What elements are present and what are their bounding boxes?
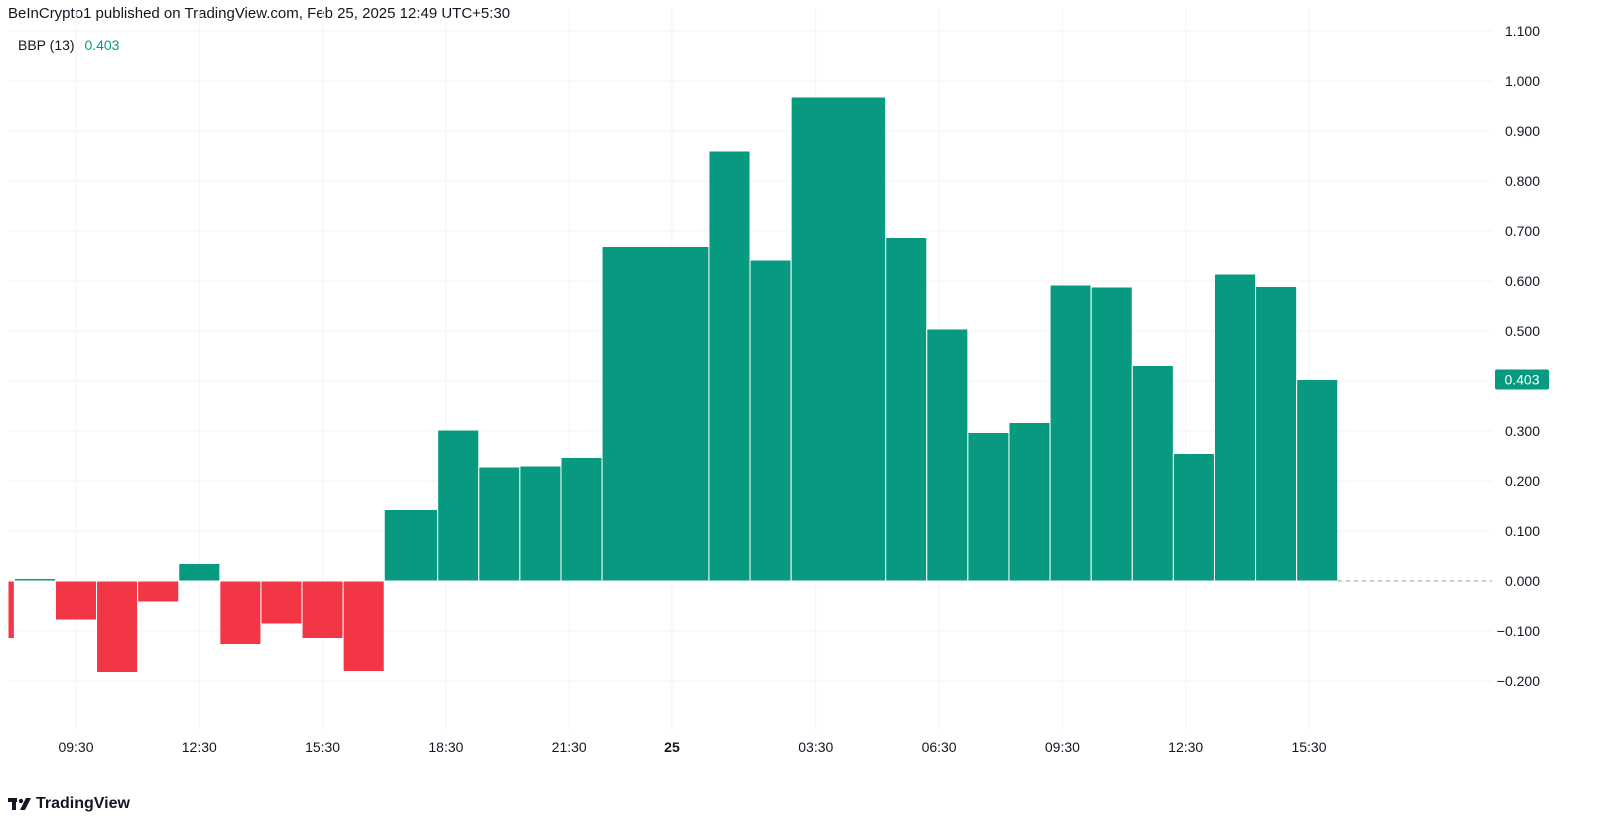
y-tick-label: 0.300: [1505, 423, 1540, 439]
y-tick-label: 0.700: [1505, 223, 1540, 239]
y-tick-label: 0.200: [1505, 473, 1540, 489]
histogram-bar: [13, 578, 56, 582]
tradingview-brand: TradingView: [36, 795, 130, 812]
x-tick-label: 15:30: [305, 739, 340, 755]
last-value-badge: [1495, 369, 1549, 390]
x-tick-label: 15:30: [1291, 739, 1326, 755]
x-tick-label: 06:30: [922, 739, 957, 755]
x-tick-label: 21:30: [552, 739, 587, 755]
y-tick-label: 0.500: [1505, 323, 1540, 339]
histogram-bar: [54, 580, 98, 621]
x-axis[interactable]: 09:30 12:30 15:30 18:30 21:30 25 03:30 06:30 09:…: [58, 739, 1326, 755]
indicator-legend[interactable]: BBP (13) 0.403: [18, 37, 119, 53]
histogram-bar: [96, 580, 139, 673]
histogram-bar: [749, 259, 792, 582]
x-tick-label: 18:30: [428, 739, 463, 755]
histogram-bar: [1255, 286, 1298, 582]
histogram-bar: [708, 150, 751, 582]
y-tick-label: 0.100: [1505, 523, 1540, 539]
histogram-bar: [1090, 286, 1133, 582]
y-tick-label: −0.100: [1497, 623, 1540, 639]
histogram-bar: [519, 465, 562, 582]
y-axis[interactable]: 1.1001.0000.9000.8000.7000.6000.5000.400…: [1495, 23, 1549, 689]
histogram-bar: [885, 237, 928, 582]
x-tick-label: 09:30: [58, 739, 93, 755]
histogram-bar: [137, 580, 180, 603]
x-tick-label: 03:30: [798, 739, 833, 755]
histogram-bar: [1131, 365, 1174, 582]
x-tick-label: 12:30: [1168, 739, 1203, 755]
histogram-bar: [967, 432, 1010, 582]
histogram-bars: [7, 96, 1492, 673]
x-tick-label: 12:30: [182, 739, 217, 755]
y-tick-label: 0.800: [1505, 173, 1540, 189]
publisher-caption: BeInCrypto1 published on TradingView.com…: [8, 5, 511, 22]
histogram-bar: [1213, 273, 1257, 582]
y-tick-label: 1.000: [1505, 73, 1540, 89]
tradingview-logo[interactable]: TradingView: [8, 795, 130, 813]
y-tick-label: 0.900: [1505, 123, 1540, 139]
last-value-label: 0.403: [1504, 372, 1539, 388]
histogram-bar: [560, 457, 603, 582]
histogram-bar: [383, 509, 439, 582]
histogram-bar: [1296, 379, 1339, 582]
y-tick-label: 0.000: [1505, 573, 1540, 589]
tradingview-logo-icon: [8, 798, 31, 810]
histogram-bar: [1049, 284, 1092, 582]
indicator-name: BBP (13): [18, 37, 75, 53]
histogram-bar: [790, 96, 887, 582]
y-tick-label: −0.200: [1497, 673, 1540, 689]
bbp-histogram-chart[interactable]: 1.1001.0000.9000.8000.7000.6000.5000.400…: [0, 0, 1615, 790]
histogram-bar: [1008, 422, 1051, 582]
histogram-bar: [601, 246, 710, 582]
histogram-bar: [926, 328, 969, 582]
histogram-bar: [260, 580, 303, 625]
x-tick-label: 09:30: [1045, 739, 1080, 755]
y-tick-label: 1.100: [1505, 23, 1540, 39]
x-tick-label: 25: [664, 739, 680, 755]
histogram-bar: [342, 580, 385, 672]
histogram-bar: [178, 563, 221, 582]
histogram-bar: [7, 580, 15, 639]
histogram-bar: [478, 466, 521, 582]
histogram-bar: [219, 580, 262, 645]
histogram-bar: [437, 429, 480, 582]
histogram-bar: [301, 580, 344, 639]
indicator-value: 0.403: [84, 37, 120, 53]
histogram-bar: [1172, 453, 1215, 582]
y-tick-label: 0.600: [1505, 273, 1540, 289]
